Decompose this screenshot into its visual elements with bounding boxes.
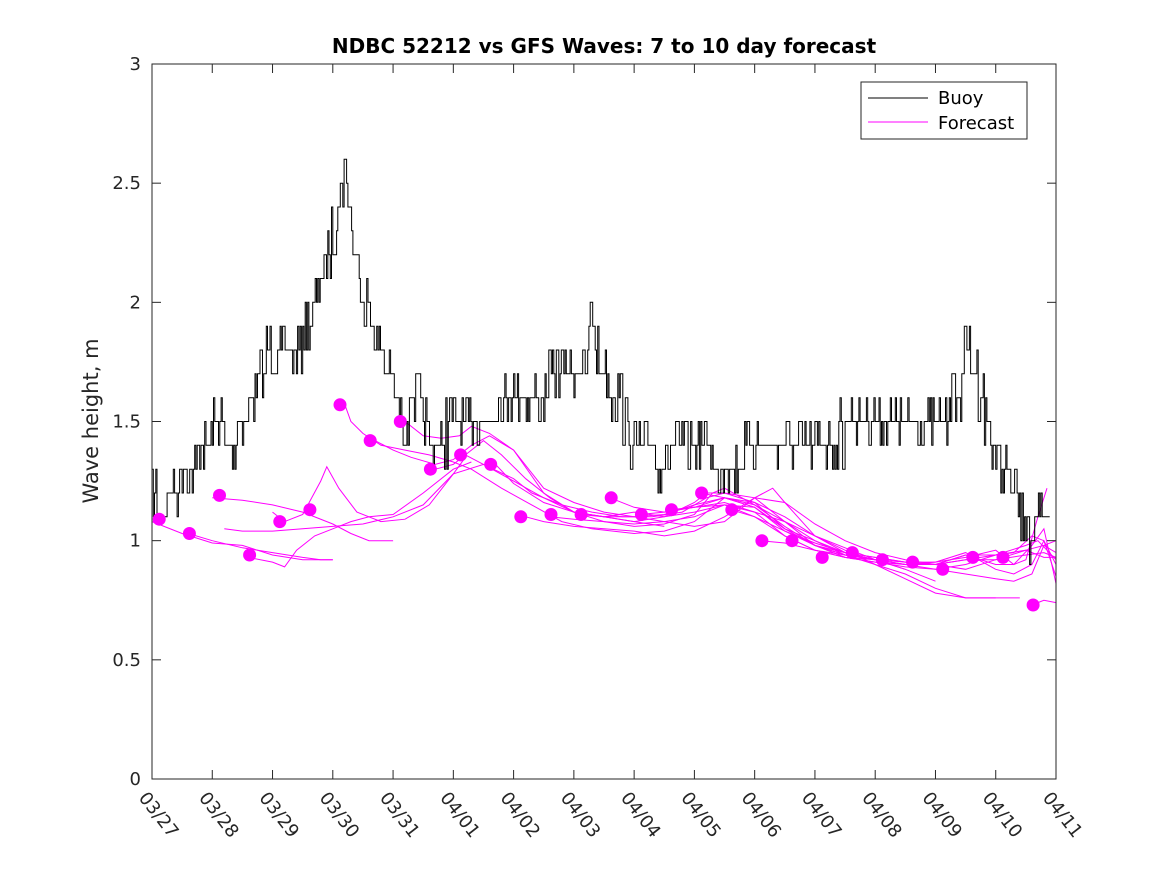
forecast-marker-15 (604, 491, 618, 505)
forecast-line-20 (760, 540, 1057, 566)
forecast-marker-3 (243, 548, 257, 562)
forecast-marker-19 (725, 503, 739, 517)
forecast-marker-17 (665, 503, 678, 517)
plot-frame (151, 63, 1057, 780)
legend-box (860, 81, 1028, 140)
forecast-marker-22 (815, 550, 829, 564)
forecast-marker-12 (514, 510, 528, 524)
y-tick-label-6: 3 (130, 54, 141, 75)
forecast-line-12 (525, 497, 1057, 570)
y-tick-label-0: 0 (130, 769, 141, 790)
buoy-series-line (152, 158, 1050, 565)
forecast-marker-18 (695, 486, 709, 500)
forecast-marker-20 (755, 534, 769, 548)
y-tick-label-3: 1.5 (112, 412, 141, 433)
forecast-line-0 (151, 521, 333, 561)
forecast-marker-6 (333, 398, 347, 412)
y-tick-label-1: 0.5 (112, 650, 141, 671)
forecast-marker-16 (634, 508, 648, 521)
forecast-marker-1 (182, 527, 196, 540)
forecast-line-9 (435, 439, 936, 582)
forecast-marker-7 (363, 434, 377, 448)
forecast-line-10 (465, 454, 996, 599)
forecast-marker-2 (213, 488, 226, 502)
forecast-line-3 (224, 457, 466, 532)
forecast-marker-5 (303, 503, 317, 517)
y-tick-label-4: 2 (130, 292, 141, 313)
forecast-marker-23 (845, 546, 859, 560)
forecast-marker-27 (966, 550, 980, 564)
forecast-marker-21 (785, 534, 799, 548)
legend-forecast-label: Forecast (938, 113, 1014, 134)
y-axis-label: Wave height, m (79, 338, 103, 503)
forecast-marker-25 (906, 555, 920, 569)
chart-title: NDBC 52212 vs GFS Waves: 7 to 10 day for… (332, 34, 877, 58)
forecast-line-2 (212, 497, 394, 542)
forecast-line-17 (670, 504, 1057, 575)
forecast-marker-26 (936, 562, 950, 576)
forecast-marker-8 (393, 415, 407, 428)
legend-buoy-label: Buoy (938, 88, 984, 109)
forecast-line-16 (640, 501, 1057, 584)
forecast-marker-10 (454, 448, 468, 462)
forecast-line-4 (248, 461, 472, 568)
plot-area (151, 158, 1057, 612)
forecast-marker-14 (574, 508, 588, 521)
forecast-marker-9 (423, 462, 437, 476)
legend: Buoy Forecast (860, 81, 1028, 140)
forecast-marker-28 (996, 550, 1010, 564)
forecast-marker-13 (544, 508, 558, 521)
forecast-marker-29 (1026, 598, 1040, 612)
y-tick-label-5: 2.5 (112, 173, 141, 194)
forecast-marker-4 (273, 515, 287, 529)
forecast-marker-11 (484, 457, 498, 471)
forecast-marker-24 (875, 553, 889, 567)
forecast-line-1 (188, 533, 333, 561)
y-tick-label-2: 1 (130, 531, 141, 552)
forecast-marker-0 (152, 512, 166, 526)
